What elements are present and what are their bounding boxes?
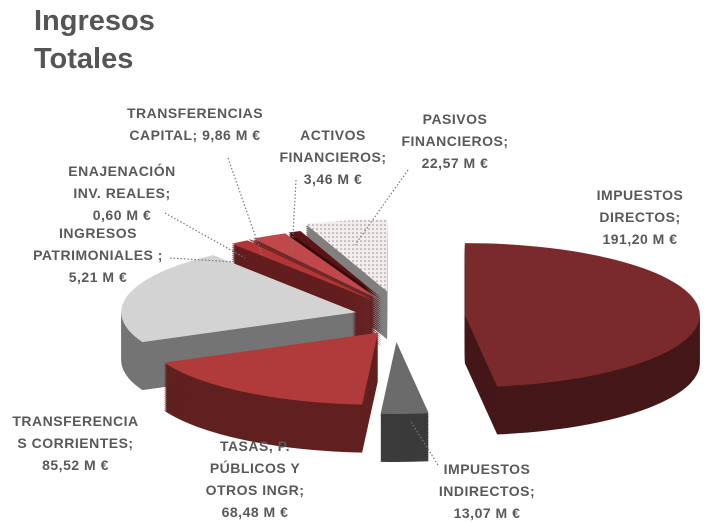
data-label: ACTIVOS FINANCIEROS; 3,46 M €: [268, 124, 398, 190]
data-label: TRANSFERENCIAS CAPITAL; 9,86 M €: [120, 102, 270, 146]
category-label: TRANSFERENCIAS CORRIENTES;: [12, 413, 139, 451]
value-label: 22,57 M €: [421, 155, 489, 171]
data-label: ENAJENACIÓN INV. REALES; 0,60 M €: [62, 160, 182, 226]
data-label: PASIVOS FINANCIEROS; 22,57 M €: [395, 108, 515, 174]
slice-top: [248, 239, 377, 301]
leader-line: [164, 212, 246, 259]
slice-top: [231, 240, 375, 301]
slice-top: [121, 255, 357, 343]
slice-top: [288, 230, 382, 299]
value-label: M €: [235, 127, 261, 143]
pie-slice: [464, 243, 700, 435]
leader-line: [169, 257, 236, 263]
category-label: PASIVOS FINANCIEROS;: [401, 111, 509, 149]
value-label: 0,60 M €: [92, 207, 152, 223]
category-label: ACTIVOS FINANCIEROS;: [279, 127, 387, 165]
slice-top: [253, 233, 379, 300]
slice-side: [288, 232, 382, 301]
slice-top: [380, 341, 429, 414]
category-label: TASAS, P. PÚBLICOS Y OTROS INGR;: [205, 438, 305, 498]
category-label: TRANSFERENCIAS CAPITAL; 9,86: [126, 105, 264, 143]
data-label: TASAS, P. PÚBLICOS Y OTROS INGR; 68,48 M…: [195, 435, 315, 522]
leader-line: [291, 179, 297, 253]
pie-slice: [380, 341, 429, 462]
value-label: 3,46 M €: [303, 171, 363, 187]
data-label: IMPUESTOS DIRECTOS; 191,20 M €: [585, 184, 695, 250]
value-label: 68,48 M €: [221, 504, 289, 520]
pie-slice: [164, 332, 378, 453]
category-label: INGRESOS PATRIMONIALES: [33, 225, 154, 263]
leader-line: [354, 169, 409, 246]
data-label: TRANSFERENCIAS CORRIENTES; 85,52 M €: [8, 410, 143, 476]
value-label: 85,52 M €: [42, 457, 109, 473]
category-label: IMPUESTOS INDIRECTOS;: [438, 461, 536, 499]
value-label: 191,20 M €: [602, 231, 678, 247]
value-label: 13,07 M €: [453, 505, 521, 521]
data-label: IMPUESTOS INDIRECTOS; 13,07 M €: [428, 458, 546, 522]
slice-top: [164, 332, 378, 405]
data-label: INGRESOS PATRIMONIALES ; 5,21 M €: [18, 222, 178, 288]
category-label: ENAJENACIÓN INV. REALES;: [68, 163, 176, 201]
chart-title: Ingresos Totales: [34, 5, 155, 75]
slice-top: [464, 243, 700, 387]
slice-top: [305, 219, 388, 292]
category-label: IMPUESTOS DIRECTOS;: [596, 187, 684, 225]
value-label: ; 5,21 M €: [68, 247, 163, 285]
